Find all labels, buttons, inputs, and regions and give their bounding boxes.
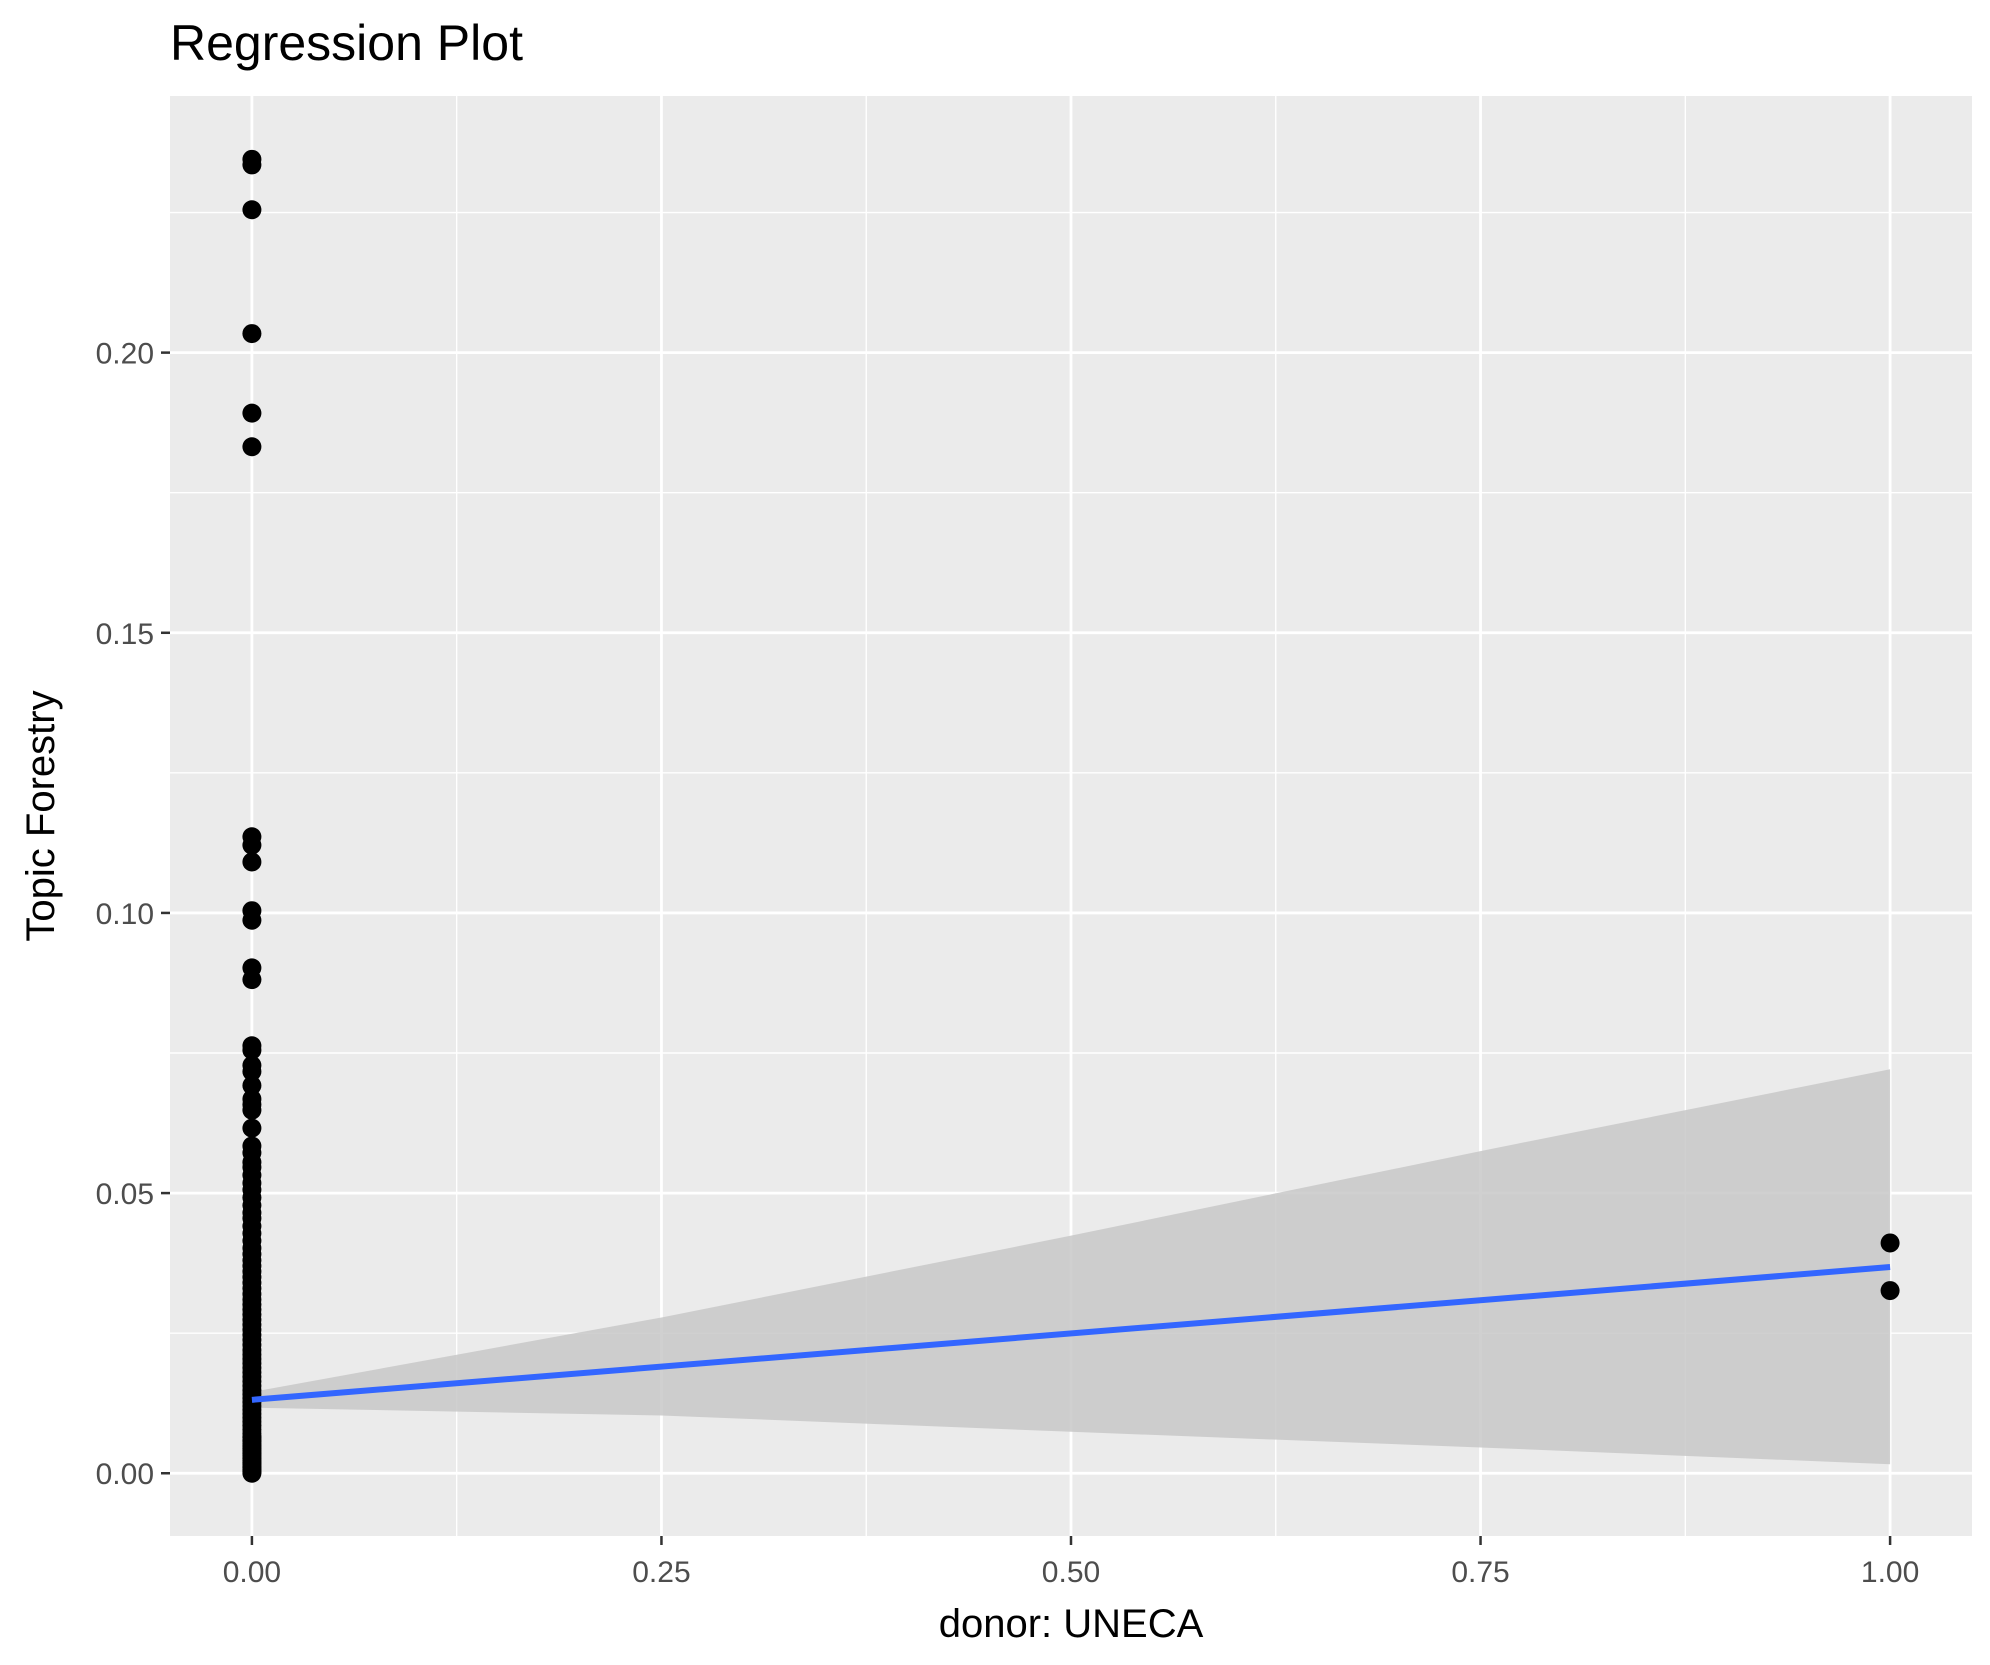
data-point (242, 1118, 262, 1138)
x-axis-label: donor: UNECA (939, 1602, 1204, 1646)
data-point (242, 852, 262, 872)
x-tick-label: 1.00 (1861, 1556, 1919, 1589)
x-tick-label: 0.25 (632, 1556, 690, 1589)
data-point (242, 1062, 262, 1082)
scatter-points (242, 149, 1900, 1483)
data-point (242, 155, 262, 175)
data-point (242, 835, 262, 855)
data-point (1880, 1233, 1900, 1253)
data-point (242, 1427, 262, 1447)
data-point (242, 437, 262, 457)
data-point (242, 324, 262, 344)
regression-line (251, 1264, 1891, 1403)
data-point (242, 1076, 262, 1096)
fit-line (251, 1264, 1891, 1403)
data-point (242, 403, 262, 423)
data-point (242, 970, 262, 990)
x-axis: 0.00 0.25 0.50 0.75 1.00 (223, 1536, 1919, 1589)
y-axis: 0.00 0.05 0.10 0.15 0.20 (96, 338, 170, 1491)
y-tick-label: 0.10 (96, 898, 154, 931)
data-point (242, 200, 262, 220)
data-point (242, 1100, 262, 1120)
x-tick-label: 0.00 (223, 1556, 281, 1589)
data-point (1880, 1281, 1900, 1301)
data-point (242, 910, 262, 930)
y-tick-label: 0.20 (96, 338, 154, 371)
y-tick-label: 0.00 (96, 1458, 154, 1491)
y-axis-label: Topic Forestry (19, 690, 63, 941)
chart-title: Regression Plot (170, 15, 523, 71)
y-tick-label: 0.15 (96, 618, 154, 651)
data-point (242, 1040, 262, 1060)
x-tick-label: 0.75 (1451, 1556, 1509, 1589)
x-tick-label: 0.50 (1042, 1556, 1100, 1589)
y-tick-label: 0.05 (96, 1178, 154, 1211)
